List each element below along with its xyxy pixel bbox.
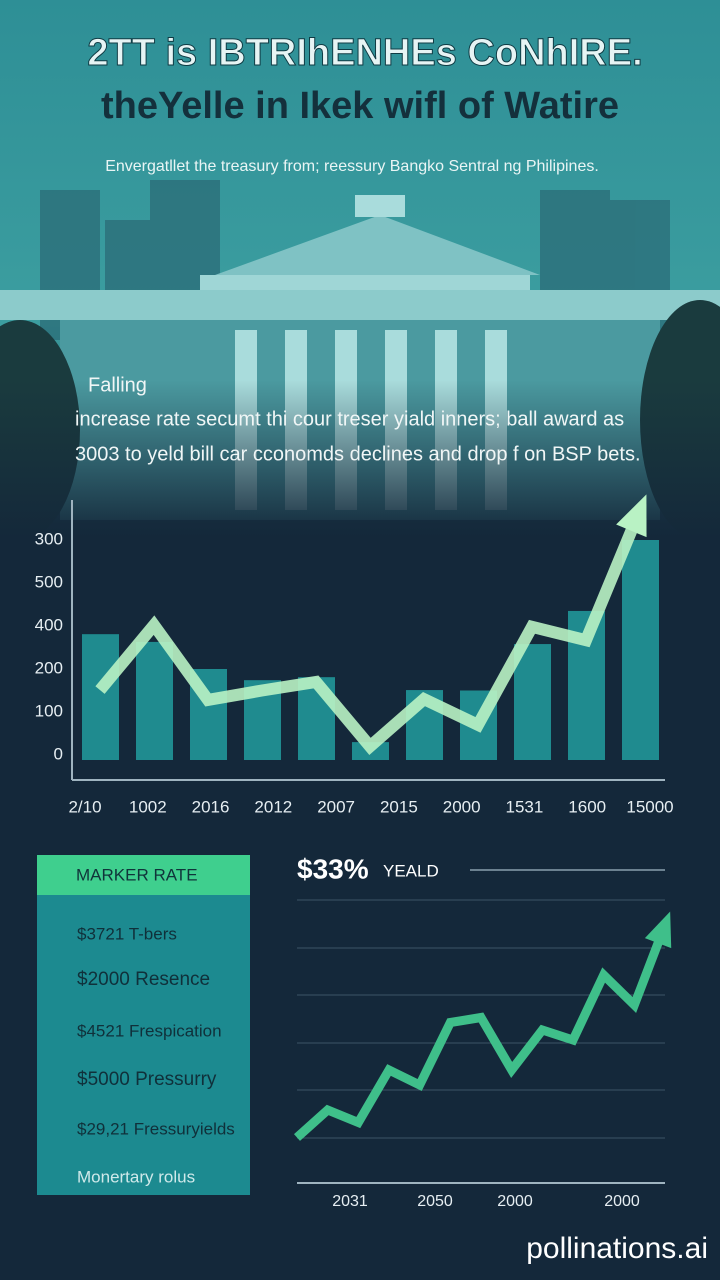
watermark: pollinations.ai: [526, 1232, 708, 1265]
x-tick-label: 2050: [417, 1193, 453, 1210]
panel-items: $3721 T-bers $2000 Resence $4521 Frespicat…: [77, 924, 235, 1186]
panel-item: $2000 Resence: [77, 969, 210, 990]
x-tick-label: 2/10: [68, 797, 101, 816]
y-tick-label: 100: [35, 701, 63, 720]
y-tick-label: 200: [35, 658, 63, 677]
panel-item: $5000 Pressurry: [77, 1069, 217, 1090]
arrowhead: [616, 494, 647, 538]
bar: [136, 641, 173, 760]
x-tick-label: 2031: [332, 1193, 368, 1210]
intro-heading: Falling: [88, 374, 147, 396]
intro-line: increase rate secumt thi cour treser yia…: [75, 408, 624, 430]
panel-item: $29,21 Fressuryields: [77, 1119, 235, 1138]
panel-item: Monertary rolus: [77, 1167, 195, 1186]
line: [95, 507, 646, 755]
fade: [0, 380, 720, 540]
x-tick-label: 2012: [254, 797, 292, 816]
panel-header: MARKER RATE: [76, 865, 198, 884]
x-tick-label: 2015: [380, 797, 418, 816]
intro-line: 3003 to yeld bill car cconomds declines …: [75, 443, 641, 465]
bar-line-chart: 0 100 200 400 500 300 2/10 1002 2016 2012 2007 2015…: [35, 494, 674, 816]
grid: [297, 899, 665, 1139]
bar: [82, 634, 119, 760]
x-tick-label: 2000: [497, 1193, 533, 1210]
panel-bg: [37, 895, 250, 1195]
title: 2TT is IBTRIhENHEs CoNhIRE.: [87, 32, 642, 74]
chart-title: $33%: [297, 853, 369, 884]
x-tick-label: 2016: [192, 797, 230, 816]
panel-header-bg: [37, 855, 250, 895]
x-tick-label: 15000: [626, 797, 673, 816]
bar: [622, 540, 659, 760]
y-tick-label: 500: [35, 572, 63, 591]
title: theYelle in Ikek wifl of Watire: [101, 85, 619, 127]
bar: [514, 644, 551, 760]
x-tick-label: 1600: [568, 797, 606, 816]
panel-item: $4521 Frespication: [77, 1021, 222, 1040]
arrowhead: [644, 911, 672, 949]
x-tick-label: 1002: [129, 797, 167, 816]
y-tick-label: 400: [35, 615, 63, 634]
y-tick-label: 0: [54, 744, 63, 763]
line-chart: $33% YEALD 2031 2050 2000 2000: [293, 853, 672, 1210]
line: [293, 923, 670, 1141]
chart-title-suffix: YEALD: [383, 861, 439, 880]
x-tick-label: 1531: [506, 797, 544, 816]
panel-item: $3721 T-bers: [77, 924, 177, 943]
x-tick-label: 2000: [604, 1193, 640, 1210]
x-tick-label: 2007: [317, 797, 355, 816]
x-tick-label: 2000: [443, 797, 481, 816]
y-tick-label: 300: [35, 529, 63, 548]
subtitle: Envergatllet the treasury from; reessury…: [105, 158, 599, 175]
